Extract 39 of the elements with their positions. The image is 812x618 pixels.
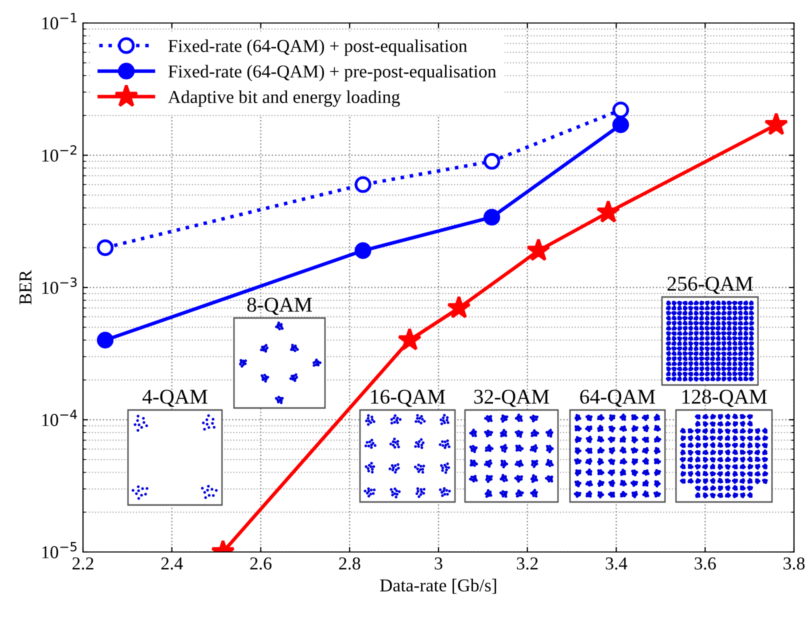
annotation: 256-QAM xyxy=(668,276,753,294)
annotation: 8-QAM xyxy=(247,298,312,315)
point xyxy=(96,239,114,256)
annotation: 4-QAM xyxy=(142,390,208,407)
y-tick-label: 10$^{−4}$ xyxy=(42,410,77,426)
point xyxy=(612,102,630,118)
point xyxy=(398,328,422,351)
point xyxy=(446,295,471,318)
annotation: 64-QAM xyxy=(580,390,656,407)
y-axis-title: BER xyxy=(20,270,32,305)
y-tick-label: 10$^{−5}$ xyxy=(42,542,77,558)
annotation: 16-QAM xyxy=(371,390,446,407)
point xyxy=(526,238,550,262)
point xyxy=(612,116,630,134)
x-tick-label: 2.6 xyxy=(250,557,272,570)
legend-label: Fixed-rate (64-QAM) + pre-post-equalisation xyxy=(168,64,496,82)
x-tick-label: 2.2 xyxy=(72,557,94,570)
point xyxy=(483,152,500,170)
x-tick-label: 3 xyxy=(434,557,442,570)
x-tick-label: 3.4 xyxy=(606,557,628,570)
x-tick-label: 3.8 xyxy=(784,557,805,570)
annotation: 32-QAM xyxy=(474,390,550,407)
x-tick-label: 3.6 xyxy=(694,557,716,570)
x-tick-label: 3.2 xyxy=(516,557,538,570)
point xyxy=(596,200,620,223)
legend-label: Adaptive bit and energy loading xyxy=(168,90,400,107)
y-tick-label: 10$^{−2}$ xyxy=(42,145,76,162)
point xyxy=(354,176,372,193)
legend-label: Fixed-rate (64-QAM) + post-equalisation xyxy=(168,39,468,56)
annotation: 128-QAM xyxy=(682,390,767,407)
y-tick-label: 10$^{−3}$ xyxy=(42,277,77,294)
x-axis-title: Data-rate [Gb/s] xyxy=(380,578,496,594)
point xyxy=(764,112,788,136)
point xyxy=(96,332,114,348)
x-tick-label: 2.8 xyxy=(339,557,360,570)
point xyxy=(354,242,372,259)
point xyxy=(483,208,500,226)
y-tick-label: 10$^{−1}$ xyxy=(42,13,76,30)
x-tick-label: 2.4 xyxy=(161,557,183,570)
